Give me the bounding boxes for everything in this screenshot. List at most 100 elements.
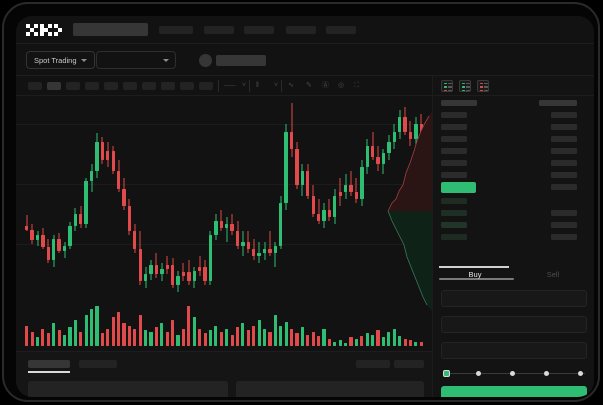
candle [62,100,67,295]
volume-bar [333,341,337,346]
table-row[interactable] [441,222,467,228]
timeframe-button-7[interactable] [142,82,156,90]
table-row[interactable] [551,112,577,118]
table-row[interactable] [551,136,577,142]
slider-step-50[interactable] [510,370,515,376]
timeframe-button-3[interactable] [66,82,80,90]
global-search-input[interactable] [73,23,148,36]
table-row[interactable] [551,184,577,190]
trading-mode-label: Spot Trading [34,55,77,65]
candle [122,100,126,295]
timeframe-button-2[interactable] [47,82,61,90]
draw-pencil-icon[interactable]: ✎ [306,82,312,89]
line-style-icon[interactable]: ∿ [288,82,294,89]
volume-bar [62,334,67,346]
timeframe-button-1[interactable] [28,82,42,90]
settings-icon[interactable]: ◎ [338,82,345,89]
place-buy-order-button[interactable] [441,386,587,397]
orderbook-rows[interactable] [433,96,594,280]
volume-bar [317,336,321,346]
compare-dropdown-icon[interactable]: ˅ [274,82,279,89]
volume-bar [376,330,380,346]
table-row[interactable] [551,234,577,240]
candle [349,100,353,295]
candle [138,100,142,295]
indicators-icon[interactable]: ⸺ [224,82,236,89]
orderbook-scrollbar[interactable] [439,278,514,280]
trading-mode-selector[interactable]: Spot Trading [26,51,95,69]
candle [289,100,294,295]
orderbook-view-both-icon[interactable] [441,80,453,92]
order-form-tabs: Buy Sell [433,266,594,286]
price-input[interactable] [441,290,587,307]
nav-item-1[interactable] [159,26,193,34]
nav-item-2[interactable] [204,26,234,34]
orderbook-view-buy-icon[interactable] [459,80,471,92]
timeframe-button-5[interactable] [104,82,118,90]
table-row[interactable] [441,112,467,118]
candle [143,100,148,295]
candle [295,100,299,295]
volume-bar [419,341,423,346]
volume-bar [387,331,391,346]
timeframe-button-9[interactable] [180,82,194,90]
volume-bar [262,328,267,346]
indicators-dropdown-icon[interactable]: ˅ [242,82,247,89]
candle [327,100,332,295]
tab-buy[interactable]: Buy [468,270,482,279]
tab-sell[interactable]: Sell [546,270,560,279]
tab-order-history[interactable] [79,360,117,368]
volume-bar [311,331,315,346]
amount-slider[interactable] [443,368,585,378]
table-row[interactable] [551,210,577,216]
price-chart[interactable] [16,96,432,351]
nav-item-5[interactable] [326,26,356,34]
candle [160,100,164,295]
candle [73,100,78,295]
candle [365,100,369,295]
fullscreen-icon[interactable]: ⛶ [354,82,359,89]
candle [203,100,207,295]
amount-input[interactable] [441,316,587,333]
tab-open-orders[interactable] [28,360,70,368]
nav-item-3[interactable] [244,26,274,34]
table-row[interactable] [551,172,577,178]
slider-step-25[interactable] [476,370,481,376]
okx-logo-icon[interactable] [26,24,62,36]
volume-bar [111,317,115,346]
table-row[interactable] [551,124,577,130]
timeframe-button-4[interactable] [85,82,99,90]
table-row[interactable] [441,234,467,240]
table-row[interactable] [551,222,577,228]
table-row[interactable] [441,198,467,204]
slider-step-75[interactable] [544,370,549,376]
total-input[interactable] [441,342,587,359]
compare-icon[interactable]: ‖ [256,82,259,89]
bottom-action-2[interactable] [394,360,424,368]
slider-handle[interactable] [443,369,450,377]
volume-bar [187,306,191,346]
slider-step-100[interactable] [578,370,583,376]
table-row[interactable] [441,148,467,154]
table-row[interactable] [441,172,467,178]
candle [187,100,191,295]
orderbook-view-sell-icon[interactable] [477,80,489,92]
table-row[interactable] [551,160,577,166]
table-row[interactable] [441,160,467,166]
timeframe-button-8[interactable] [161,82,175,90]
alert-icon[interactable]: Ⓐ [322,82,329,89]
orders-content-box [28,381,228,397]
candle [262,100,267,295]
table-row[interactable] [441,136,467,142]
timeframe-button-6[interactable] [123,82,137,90]
candle [192,100,196,295]
bottom-action-1[interactable] [356,360,390,368]
pair-selector[interactable] [96,51,176,69]
volume-bar [214,326,218,346]
table-row[interactable] [441,210,467,216]
timeframe-button-10[interactable] [199,82,213,90]
nav-item-4[interactable] [286,26,316,34]
table-row[interactable] [551,148,577,154]
volume-bar [203,333,207,346]
table-row[interactable] [441,124,467,130]
